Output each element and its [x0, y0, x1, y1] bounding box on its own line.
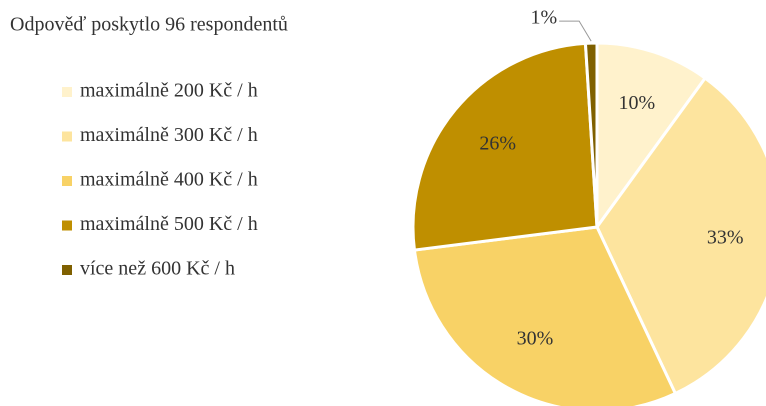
legend-swatch: [62, 131, 72, 142]
data-label: 10%: [618, 92, 655, 114]
pie-slice: [411, 41, 599, 252]
leader-line: [559, 20, 592, 42]
chart-title: Odpověď poskytlo 96 respondentů: [10, 14, 288, 36]
data-label: 30%: [517, 327, 554, 349]
data-label: 26%: [479, 132, 516, 154]
legend-swatch: [62, 265, 72, 275]
legend-label: maximálně 300 Kč / h: [80, 124, 258, 146]
legend-swatch: [62, 220, 72, 231]
legend-label: více než 600 Kč / h: [80, 258, 235, 280]
legend-label: maximálně 400 Kč / h: [80, 169, 258, 191]
pie-slice: [595, 41, 708, 232]
data-label: 33%: [707, 227, 744, 249]
legend-swatch: [62, 176, 72, 186]
legend-swatch: [62, 87, 72, 97]
pie-slice: [412, 225, 678, 406]
data-label: 1%: [530, 7, 557, 29]
legend-label: maximálně 200 Kč / h: [80, 80, 258, 102]
legend-label: maximálně 500 Kč / h: [80, 213, 258, 235]
pie-slice: [583, 41, 599, 228]
